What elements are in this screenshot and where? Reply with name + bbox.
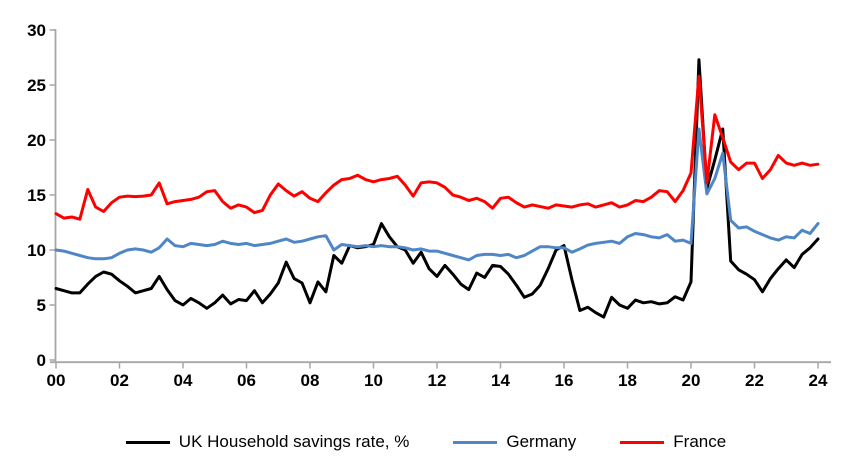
legend-label-uk: UK Household savings rate, %: [178, 432, 410, 451]
x-tick-label: 04: [174, 371, 193, 390]
x-tick-label: 14: [491, 371, 510, 390]
y-tick-label: 20: [27, 131, 46, 150]
x-tick-label: 10: [364, 371, 383, 390]
x-tick-label: 20: [682, 371, 701, 390]
legend-item-uk: UK Household savings rate, %: [125, 432, 410, 452]
x-tick-label: 00: [47, 371, 66, 390]
x-tick-label: 06: [237, 371, 256, 390]
x-tick-label: 22: [745, 371, 764, 390]
x-tick-label: 18: [618, 371, 637, 390]
y-tick-label: 10: [27, 241, 46, 260]
legend: UK Household savings rate, % Germany Fra…: [0, 424, 852, 460]
legend-item-germany: Germany: [453, 432, 576, 452]
x-tick-label: 02: [110, 371, 129, 390]
x-tick-label: 12: [428, 371, 447, 390]
uk-savings-line: [54, 58, 820, 319]
germany-line-swatch: [453, 440, 498, 444]
legend-item-france: France: [620, 432, 726, 452]
germany-line: [54, 127, 820, 262]
legend-label-france: France: [673, 432, 727, 451]
y-tick-label: 0: [37, 351, 46, 370]
y-tick-label: 30: [27, 21, 46, 40]
y-tick-label: 15: [27, 186, 46, 205]
x-tick-label: 16: [555, 371, 574, 390]
y-tick-label: 25: [27, 76, 46, 95]
france-line-swatch: [620, 440, 665, 444]
x-tick-label: 08: [301, 371, 320, 390]
x-tick-label: 24: [809, 371, 828, 390]
uk-line-swatch: [125, 440, 170, 444]
france-line: [54, 74, 820, 221]
legend-label-germany: Germany: [506, 432, 577, 451]
y-tick-label: 5: [37, 296, 46, 315]
